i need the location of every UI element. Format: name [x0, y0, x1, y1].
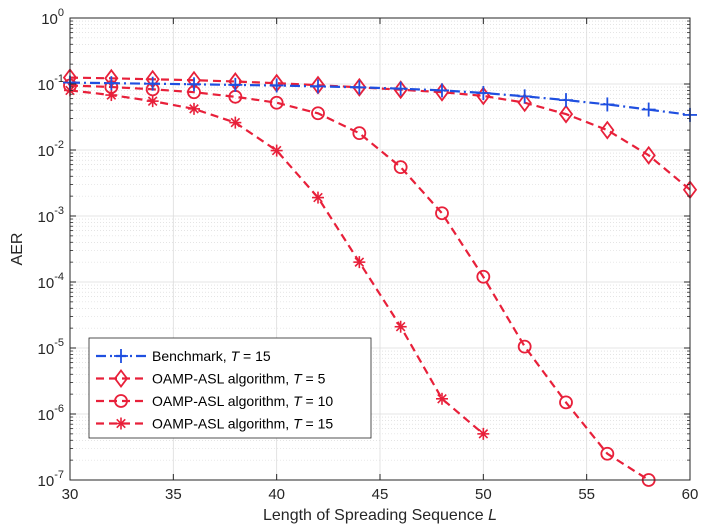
legend-marker [115, 417, 127, 430]
data-point [600, 446, 615, 461]
data-point [477, 427, 490, 440]
x-axis-title: Length of Spreading Sequence L [263, 507, 497, 524]
data-point [517, 339, 532, 354]
data-point [352, 126, 367, 141]
x-axis-title-text: Length of Spreading Sequence [263, 507, 484, 524]
data-point [393, 81, 408, 96]
y-tick-label: 10-3 [38, 205, 64, 226]
data-point [476, 269, 491, 284]
x-axis-ticks: 30 35 40 45 50 55 60 [62, 18, 699, 503]
y-tick-label: 10-1 [38, 73, 64, 94]
legend-item: OAMP-ASL algorithm, T = 15 [96, 416, 333, 432]
data-point [435, 206, 449, 221]
series-line [69, 76, 691, 191]
legend-label: OAMP-ASL algorithm, T = 15 [152, 416, 333, 432]
legend-label: OAMP-ASL algorithm, T = 10 [152, 393, 333, 409]
data-point [600, 120, 615, 140]
data-point [641, 102, 656, 117]
legend-label: OAMP-ASL algorithm, T = 5 [152, 371, 326, 387]
data-point [435, 83, 449, 98]
data-point [353, 256, 366, 269]
legend-marker [113, 369, 129, 388]
legend-label: Benchmark, T = 15 [152, 348, 271, 364]
data-point [436, 392, 448, 405]
y-tick-label: 10-5 [38, 337, 64, 358]
legend-marker [114, 349, 128, 363]
data-point [393, 160, 408, 175]
legend-item: Benchmark, T = 15 [96, 348, 271, 364]
x-tick-label: 60 [682, 486, 699, 503]
x-tick-label: 35 [165, 486, 182, 503]
data-point [270, 144, 283, 157]
data-point [229, 116, 242, 129]
data-point [269, 95, 284, 110]
legend: Benchmark, T = 15 OAMP-ASL algorithm, T =… [88, 337, 372, 439]
data-point [145, 76, 160, 91]
data-point [394, 320, 407, 333]
y-tick-label: 100 [41, 7, 64, 28]
series-line [69, 84, 650, 481]
y-tick-label: 10-4 [38, 271, 64, 292]
y-tick-label: 10-7 [38, 469, 64, 490]
data-point [641, 145, 656, 165]
data-point [517, 93, 532, 113]
data-point [187, 77, 201, 92]
x-tick-label: 45 [372, 486, 389, 503]
data-point [146, 95, 159, 108]
legend-item: OAMP-ASL algorithm, T = 5 [96, 369, 326, 388]
data-point [269, 78, 284, 93]
data-point [228, 77, 243, 92]
legend-box [88, 337, 372, 439]
y-axis-ticks: 100 10-1 10-2 10-3 10-4 10-5 10-6 10-7 [38, 7, 690, 490]
x-tick-label: 30 [62, 486, 79, 503]
data-point [311, 106, 325, 121]
legend-item: OAMP-ASL algorithm, T = 10 [96, 393, 333, 409]
data-point [188, 102, 200, 115]
data-point [352, 80, 367, 95]
data-point [476, 86, 491, 101]
data-point [559, 395, 573, 410]
data-point [559, 93, 573, 108]
y-tick-label: 10-2 [38, 139, 64, 160]
data-point [311, 79, 325, 94]
data-point [600, 97, 615, 112]
x-tick-label: 55 [578, 486, 595, 503]
series-line [69, 89, 485, 435]
series-line [69, 81, 691, 116]
data-point [352, 77, 367, 97]
x-tick-label: 40 [268, 486, 285, 503]
data-point [517, 89, 532, 104]
grid [69, 17, 691, 481]
y-axis-title: AER [9, 233, 26, 266]
data-point [104, 76, 119, 91]
data-point [393, 80, 408, 100]
data-point [558, 104, 574, 124]
legend-marker [114, 394, 128, 408]
x-tick-label: 50 [475, 486, 492, 503]
data-point [312, 191, 324, 204]
x-axis-title-var: L [488, 507, 497, 524]
series-oamp-asl-t15 [64, 84, 490, 440]
y-tick-label: 10-6 [38, 403, 64, 424]
